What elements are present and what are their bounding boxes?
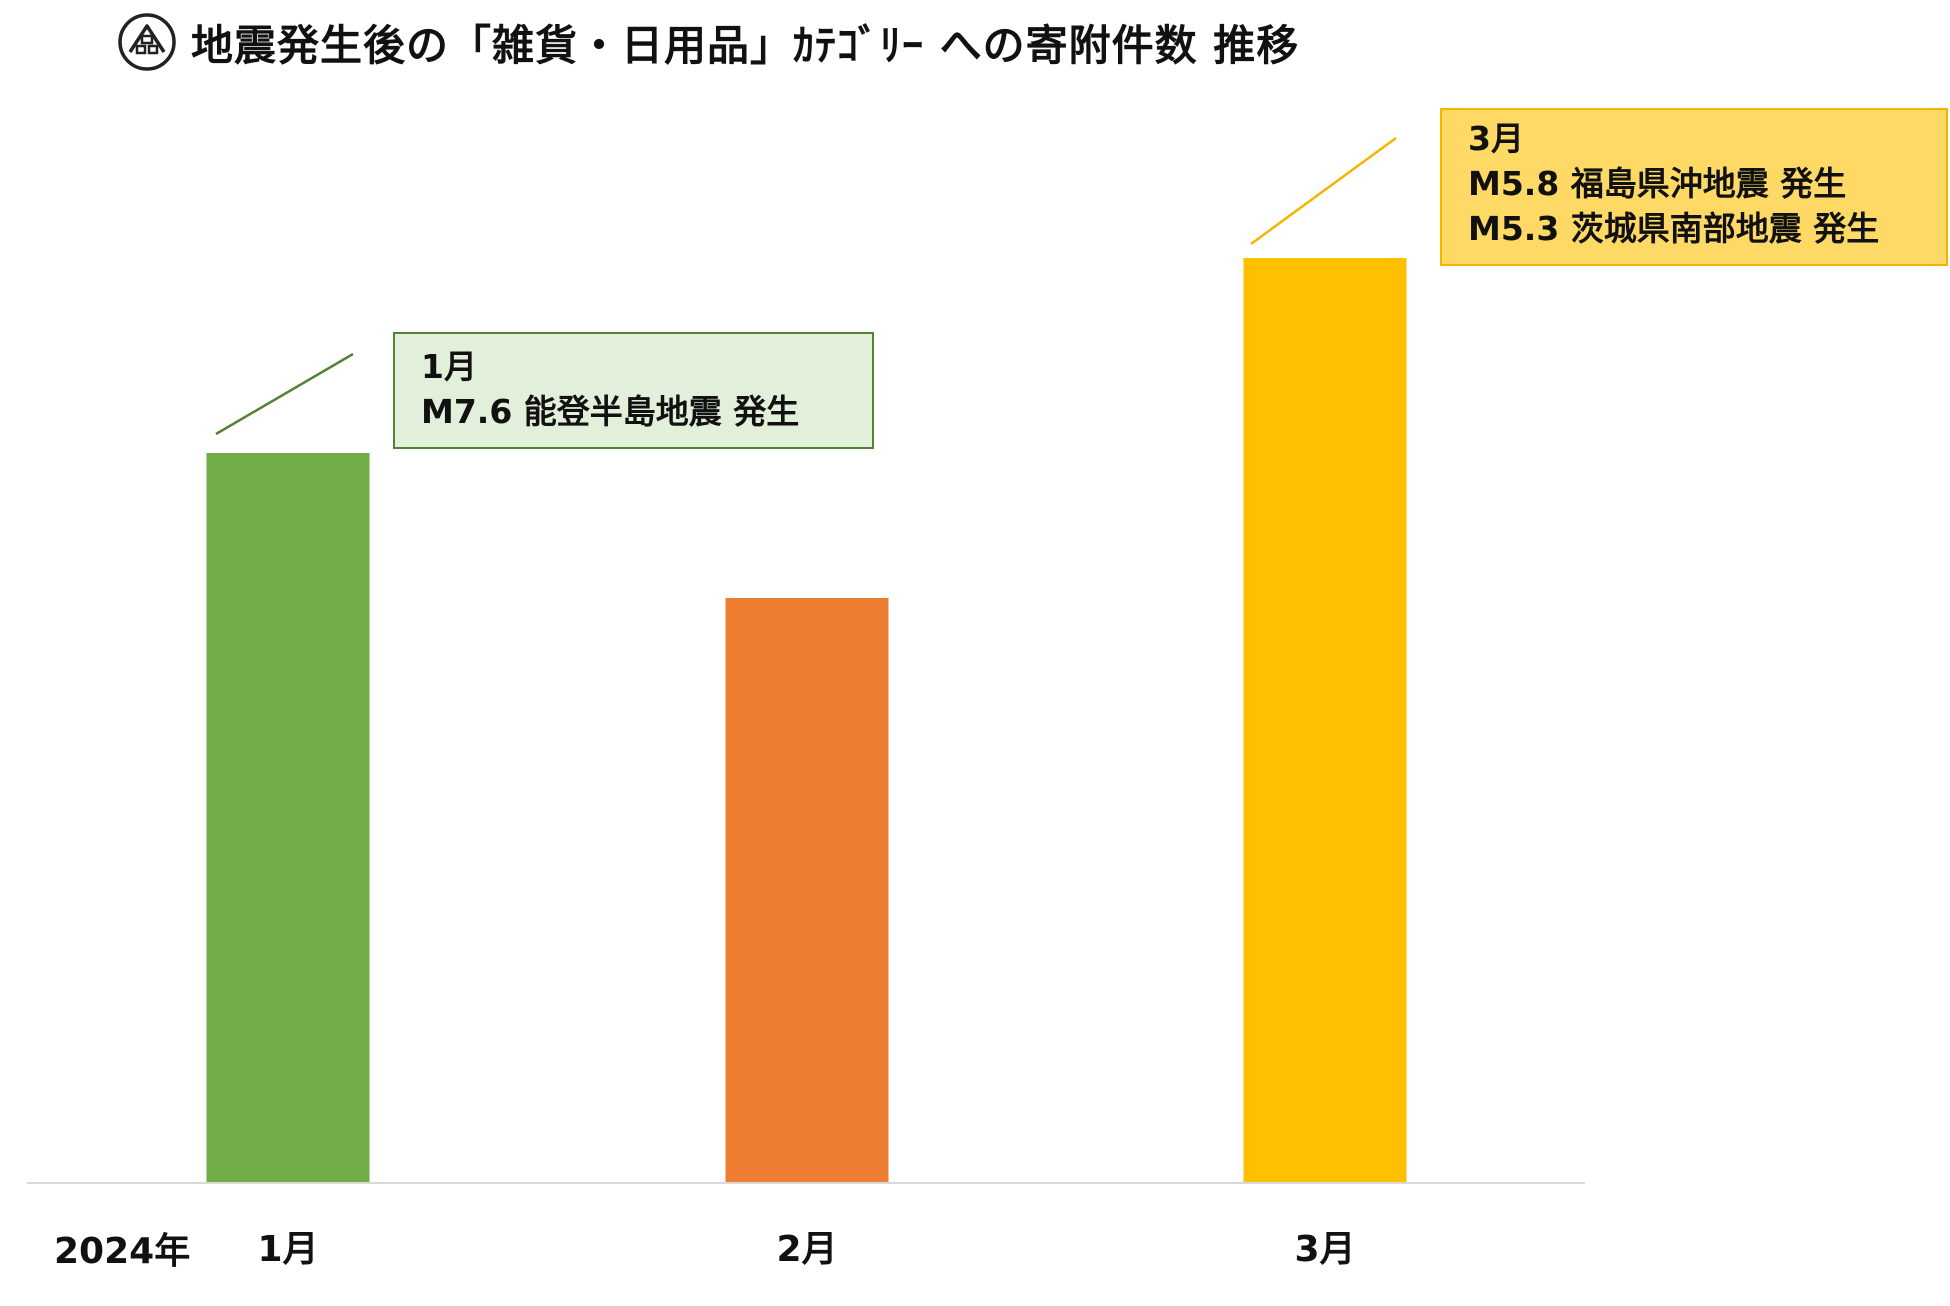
- chart-title: 地震発生後の「雑貨・日用品」ｶﾃｺﾞﾘｰ への寄附件数 推移: [191, 20, 1300, 70]
- bar-3: [1243, 258, 1407, 1183]
- annotation-line: M5.8 福島県沖地震 発生: [1468, 164, 1847, 203]
- chart-header: 地震発生後の「雑貨・日用品」ｶﾃｺﾞﾘｰ への寄附件数 推移: [117, 8, 1299, 76]
- annotation-line: 1月: [421, 347, 477, 386]
- annotation-box-jan: 1月 M7.6 能登半島地震 発生: [393, 332, 874, 449]
- bars-group: [206, 258, 1407, 1183]
- x-tick-labels: 1月 2月 3月: [257, 1229, 1355, 1270]
- annotation-line: M7.6 能登半島地震 発生: [421, 392, 800, 431]
- house-shop-logo-icon: [118, 13, 176, 71]
- x-axis-year-label: 2024年: [54, 1231, 191, 1272]
- annotation-line: M5.3 茨城県南部地震 発生: [1468, 209, 1880, 248]
- annotation-line: 3月: [1468, 119, 1524, 158]
- annotation-box-mar: 3月 M5.8 福島県沖地震 発生 M5.3 茨城県南部地震 発生: [1440, 108, 1948, 266]
- annotation-leader-line-mar: [1250, 136, 1397, 246]
- x-tick-label: 2月: [776, 1229, 837, 1270]
- bar-1: [206, 453, 370, 1183]
- x-tick-label: 1月: [257, 1229, 318, 1270]
- bar-2: [725, 598, 889, 1183]
- x-tick-label: 3月: [1294, 1229, 1355, 1270]
- annotation-leader-line-jan: [215, 352, 354, 436]
